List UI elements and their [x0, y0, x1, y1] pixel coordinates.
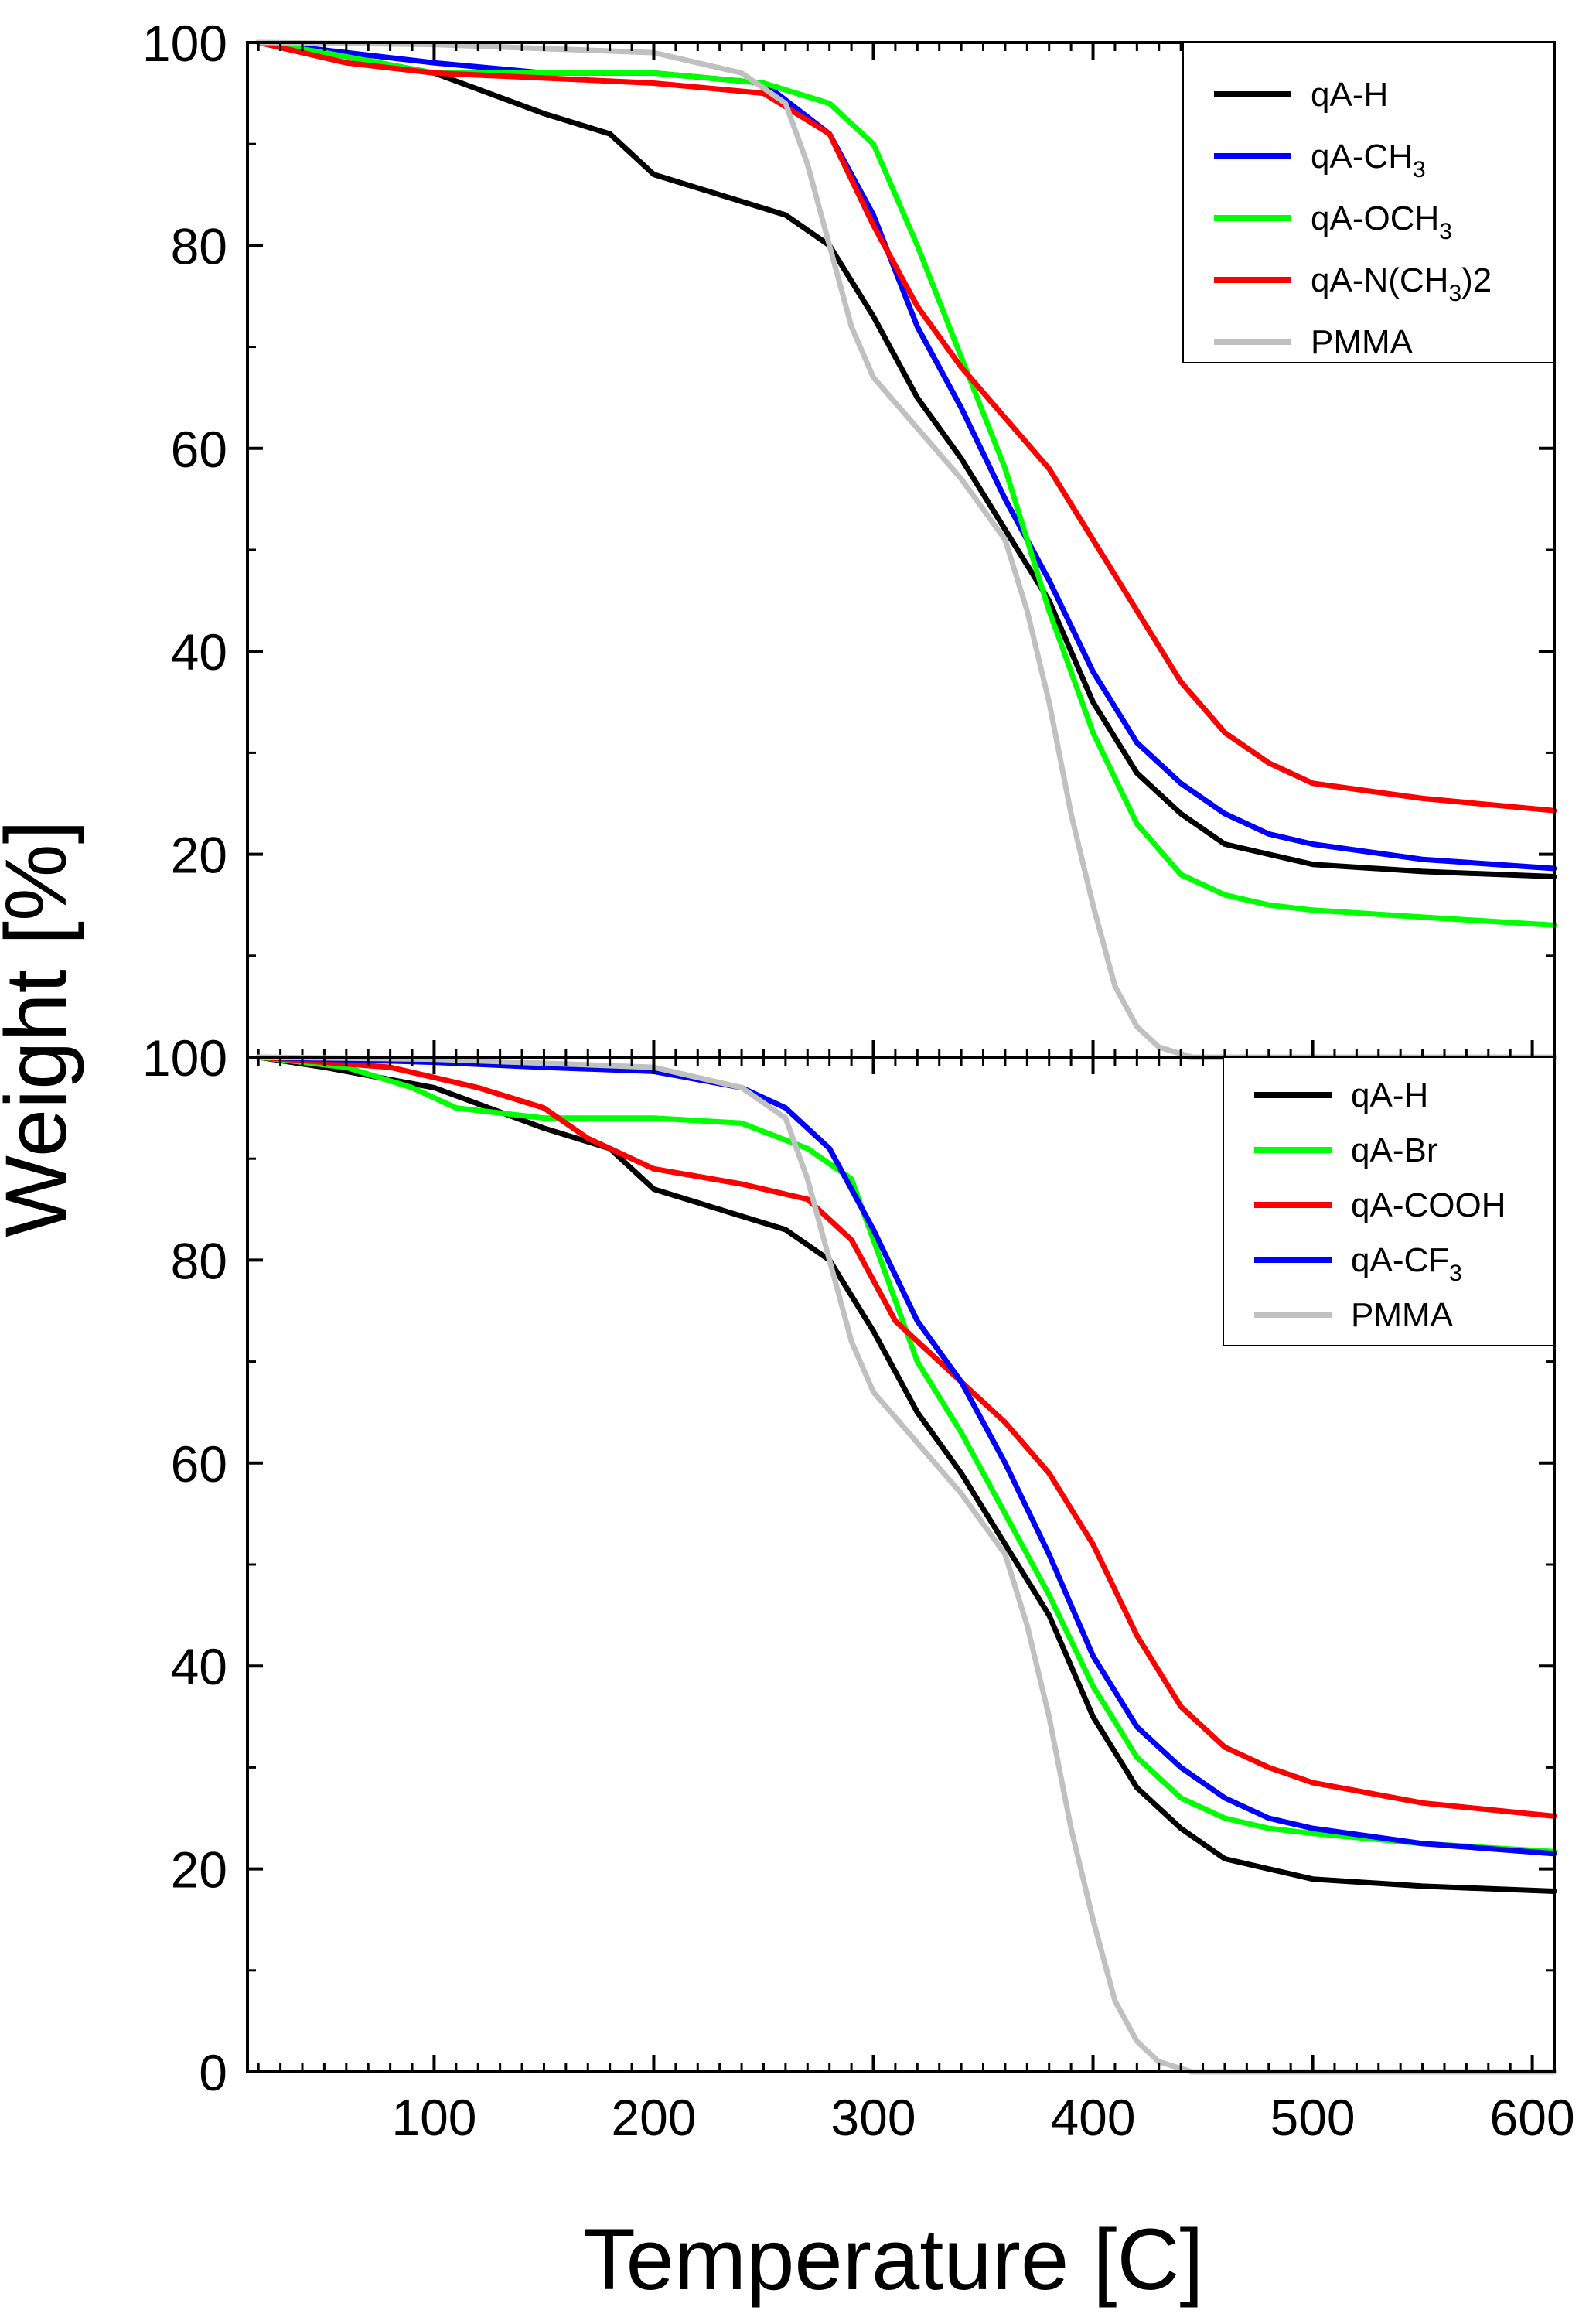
legend-label-main: qA-COOH [1351, 1186, 1506, 1224]
legend-label-bottom-4: PMMA [1351, 1296, 1454, 1334]
legend-label-subscript: 3 [1439, 219, 1452, 244]
y-tick-label-bottom-4: 80 [171, 1232, 227, 1289]
legend-label-main: qA-H [1311, 76, 1388, 114]
legend-label-top-2: qA-OCH3 [1311, 200, 1452, 244]
y-tick-label-bottom-5: 100 [142, 1029, 227, 1087]
legend-label-subscript: 3 [1448, 281, 1461, 306]
legend-label-main: qA-CF [1351, 1241, 1449, 1279]
legend-label-bottom-1: qA-Br [1351, 1131, 1437, 1169]
legend-label-tail: )2 [1461, 261, 1492, 299]
y-tick-label-top-2: 40 [171, 623, 227, 681]
legend-label-subscript: 3 [1449, 1261, 1462, 1286]
series-line-top-2 [255, 39, 1557, 928]
y-tick-label-bottom-3: 60 [171, 1435, 227, 1493]
x-tick-label-2: 300 [830, 2089, 916, 2146]
series-line-top-3 [255, 39, 1557, 814]
legend-label-bottom-0: qA-H [1351, 1077, 1428, 1114]
series-line-bottom-1 [255, 1054, 1557, 1855]
y-tick-label-bottom-1: 20 [171, 1841, 227, 1899]
chart-panel-top: 020406080100qA-HqA-CH3qA-OCH3qA-N(CH3)2P… [142, 15, 1557, 1087]
legend-label-top-1: qA-CH3 [1311, 138, 1426, 183]
legend-label-bottom-2: qA-COOH [1351, 1186, 1506, 1224]
legend-label-main: qA-OCH [1311, 200, 1439, 237]
x-tick-label-0: 100 [391, 2089, 476, 2146]
x-tick-label-4: 500 [1270, 2089, 1356, 2146]
x-tick-label-5: 600 [1490, 2089, 1575, 2146]
chart-panel-bottom: 0 20 40 60 80 100 100 200 300 400 500 600 qA-H qA-Br q… [142, 1029, 1575, 2146]
legend-label-bottom-3: qA-CF3 [1351, 1241, 1462, 1286]
legend-box-bottom [1223, 1056, 1555, 1346]
y-tick-label-top-4: 80 [171, 217, 227, 275]
series-line-bottom-3 [255, 1054, 1557, 1857]
x-tick-label-1: 200 [611, 2089, 696, 2146]
legend-label-top-4: PMMA [1311, 323, 1414, 361]
series-line-bottom-0 [255, 1054, 1557, 1894]
legend-label-main: qA-N(CH [1311, 261, 1448, 299]
series-line-top-0 [255, 39, 1557, 879]
y-tick-label-top-0: 0 [199, 1029, 227, 1087]
x-tick-label-3: 400 [1050, 2089, 1135, 2146]
x-axis-title: Temperature [C] [583, 2211, 1204, 2308]
y-tick-label-top-5: 100 [142, 15, 227, 72]
y-axis-title: Weight [%] [0, 820, 84, 1237]
legend-label-main: PMMA [1351, 1296, 1454, 1334]
legend-label-main: qA-CH [1311, 138, 1413, 176]
y-tick-label-bottom-0: 0 [199, 2044, 227, 2101]
y-tick-label-top-3: 60 [171, 421, 227, 478]
legend-label-top-0: qA-H [1311, 76, 1388, 114]
y-tick-label-top-1: 20 [171, 827, 227, 884]
legend-label-subscript: 3 [1413, 157, 1426, 183]
series-line-top-4 [255, 39, 1557, 1060]
legend-label-main: qA-H [1351, 1077, 1428, 1114]
legend-label-top-3: qA-N(CH3)2 [1311, 261, 1492, 306]
legend-label-main: PMMA [1311, 323, 1414, 361]
legend-label-main: qA-Br [1351, 1131, 1437, 1169]
series-line-bottom-4 [255, 1054, 1557, 2075]
y-tick-label-bottom-2: 40 [171, 1638, 227, 1695]
